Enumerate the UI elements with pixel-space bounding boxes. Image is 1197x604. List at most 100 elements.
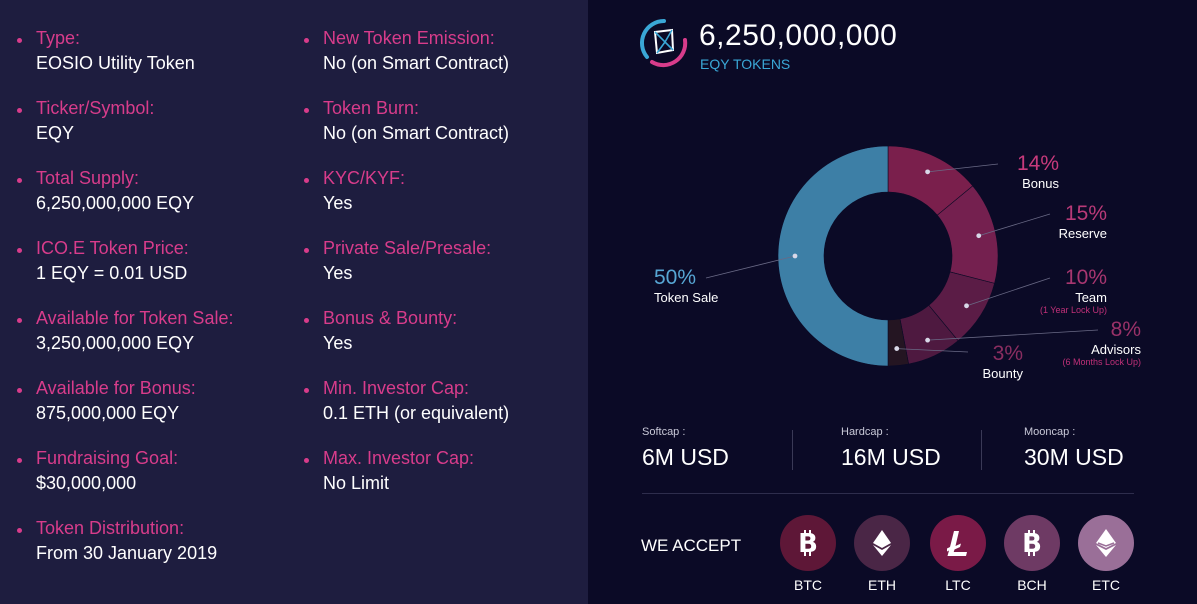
bullet-icon	[17, 108, 22, 113]
spec-label: KYC/KYF:	[323, 168, 406, 188]
legend-name: Reserve	[1058, 226, 1107, 241]
token-info-panel: 6,250,000,000 EQY TOKENS 14% Bonus 15% R…	[588, 0, 1197, 604]
cap-label: Mooncap :	[1024, 426, 1076, 438]
legend-dot	[964, 303, 969, 309]
cap-label: Softcap :	[642, 426, 686, 438]
bullet-icon	[304, 38, 309, 43]
caps-row: Softcap : 6M USD Hardcap : 16M USD Moonc…	[588, 426, 1197, 474]
cap-value: 30M USD	[1024, 444, 1124, 470]
legend-percent: 15%	[1064, 202, 1107, 225]
spec-value: No Limit	[323, 473, 390, 493]
spec-label: Ticker/Symbol:	[36, 98, 155, 118]
we-accept-title: WE ACCEPT	[641, 536, 742, 555]
spec-value: Yes	[323, 193, 353, 213]
cap-label: Hardcap :	[841, 426, 889, 438]
legend-connector	[705, 255, 796, 279]
legend-dot	[894, 346, 900, 351]
coin-label: BTC	[794, 577, 822, 593]
cap-divider	[792, 430, 793, 470]
token-specs-panel: Type: EOSIO Utility Token Ticker/Symbol: E…	[0, 0, 588, 604]
coin-label: ETC	[1092, 577, 1120, 593]
legend-percent: 50%	[654, 266, 697, 289]
legend-percent: 10%	[1064, 266, 1107, 289]
spec-value: 6,250,000,000 EQY	[36, 193, 195, 213]
spec-label: Private Sale/Presale:	[323, 238, 492, 258]
spec-label: Total Supply:	[36, 168, 140, 188]
spec-label: Type:	[36, 28, 81, 48]
legend-note: (1 Year Lock Up)	[1039, 305, 1107, 315]
legend-token-sale: 50% Token Sale	[654, 266, 718, 305]
legend-dot	[925, 169, 930, 175]
svg-text:B: B	[1022, 529, 1042, 557]
legend-note: (6 Months Lock Up)	[1062, 357, 1141, 367]
spec-value: No (on Smart Contract)	[323, 123, 510, 143]
bullet-icon	[304, 108, 309, 113]
bitcoin-icon: B	[780, 515, 836, 571]
legend-dot	[792, 253, 798, 259]
legend-team: 10% Team (1 Year Lock Up)	[1040, 266, 1107, 315]
spec-value: $30,000,000	[36, 473, 137, 493]
spec-label: Available for Token Sale:	[36, 308, 234, 328]
bullet-icon	[17, 248, 22, 253]
legend-reserve: 15% Reserve	[1059, 202, 1107, 241]
legend-connector	[966, 277, 1051, 307]
spec-label: Fundraising Goal:	[36, 448, 179, 468]
legend-name: Bounty	[982, 366, 1023, 381]
spec-label: New Token Emission:	[323, 28, 495, 48]
cap-value: 16M USD	[841, 444, 941, 470]
ethereum-classic-icon	[1078, 515, 1134, 571]
spec-label: Token Distribution:	[36, 518, 185, 538]
spec-value: From 30 January 2019	[36, 543, 218, 563]
legend-connector	[978, 213, 1051, 237]
spec-value: 0.1 ETH (or equivalent)	[323, 403, 510, 423]
spec-value: EOSIO Utility Token	[36, 53, 195, 73]
cap-value: 6M USD	[642, 444, 729, 470]
coin-label: BCH	[1017, 577, 1047, 593]
token-unit: EQY TOKENS	[700, 56, 791, 72]
bullet-icon	[17, 38, 22, 43]
bullet-icon	[17, 318, 22, 323]
legend-percent: 8%	[1110, 318, 1141, 341]
token-count: 6,250,000,000	[699, 19, 898, 52]
spec-value: EQY	[36, 123, 75, 143]
legend-name: Token Sale	[654, 290, 719, 305]
spec-label: Min. Investor Cap:	[323, 378, 470, 398]
eqy-logo-icon	[639, 18, 688, 68]
spec-value: Yes	[323, 333, 353, 353]
svg-text:B: B	[798, 529, 818, 557]
legend-percent: 14%	[1016, 152, 1059, 175]
bullet-icon	[304, 318, 309, 323]
legend-name: Team	[1075, 290, 1107, 305]
bullet-icon	[17, 528, 22, 533]
divider-line	[642, 493, 1134, 494]
coin-label: ETH	[868, 577, 896, 593]
donut-slice-token-sale	[777, 145, 889, 367]
bullet-icon	[17, 178, 22, 183]
legend-name: Bonus	[1022, 176, 1059, 191]
bullet-icon	[304, 458, 309, 463]
legend-percent: 3%	[992, 342, 1023, 365]
legend-bonus: 14% Bonus	[1017, 152, 1059, 191]
spec-value: 1 EQY = 0.01 USD	[36, 263, 188, 283]
legend-advisors: 8% Advisors (6 Months Lock Up)	[1062, 318, 1141, 367]
spec-value: 875,000,000 EQY	[36, 403, 180, 423]
softcap: Softcap : 6M USD	[642, 426, 729, 471]
legend-bounty: 3% Bounty	[983, 342, 1023, 381]
legend-connector	[927, 163, 999, 173]
spec-label: Token Burn:	[323, 98, 420, 118]
spec-value: No (on Smart Contract)	[323, 53, 510, 73]
spec-label: Bonus & Bounty:	[323, 308, 458, 328]
litecoin-icon	[930, 515, 986, 571]
legend-name: Advisors	[1091, 342, 1141, 357]
distribution-donut-chart	[705, 145, 1099, 367]
bullet-icon	[304, 178, 309, 183]
spec-value: Yes	[323, 263, 353, 283]
spec-label: Max. Investor Cap:	[323, 448, 475, 468]
bullet-icon	[17, 458, 22, 463]
legend-dot	[976, 233, 982, 239]
legend-dot	[925, 337, 930, 343]
spec-label: ICO.E Token Price:	[36, 238, 189, 258]
coin-label: LTC	[945, 577, 971, 593]
legend-connector	[896, 348, 969, 353]
spec-value: 3,250,000,000 EQY	[36, 333, 195, 353]
